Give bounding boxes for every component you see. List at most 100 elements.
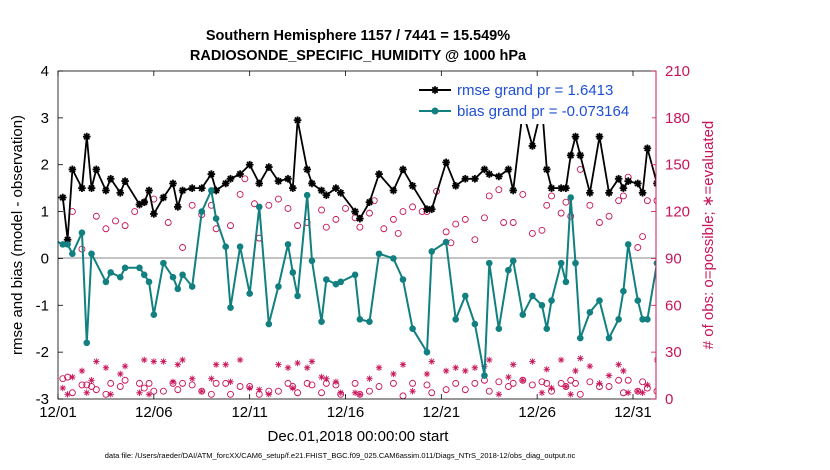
bias-point [572,259,579,267]
rmse-point [624,177,633,185]
bias-point [375,250,383,258]
obs-possible-point [442,386,450,394]
obs-evaluated-point [423,370,431,378]
obs-possible-point [548,192,555,200]
obs-possible-point [159,387,167,395]
bias-point [246,290,253,297]
obs-evaluated-point [586,363,594,370]
bias-point [509,257,517,265]
obs-possible-point [485,387,493,395]
obs-evaluated-point [543,366,550,373]
rmse-point [509,186,518,195]
obs-possible-point [236,383,244,390]
obs-evaluated-point [212,361,220,368]
rmse-point [284,174,292,183]
obs-evaluated-point [678,368,684,374]
rmse-point [288,184,297,192]
obs-possible-point [188,381,196,389]
rmse-point [586,189,594,197]
obs-possible-point [241,175,249,183]
obs-possible-point [174,386,182,394]
obs-evaluated-point [208,375,215,382]
rmse-point [236,170,244,178]
obs-possible-point [294,222,302,230]
obs-possible-point [615,197,623,205]
obs-evaluated-point [102,364,110,371]
bias-point [174,285,182,293]
bias-point [236,243,244,251]
rmse-point [336,189,345,197]
obs-possible-point [366,209,373,217]
bias-point [318,318,325,325]
rmse-point [245,160,254,169]
obs-evaluated-point [222,361,229,368]
bias-point [452,316,460,323]
bias-point [294,292,301,300]
obs-evaluated-point [294,359,301,367]
obs-possible-point [136,379,143,387]
bias-point [481,372,488,379]
rmse-point [82,132,91,141]
rmse-point [375,170,383,178]
obs-possible-point [605,212,613,220]
obs-possible-point [586,378,594,386]
rmse-point [614,174,623,183]
rmse-point [427,205,436,214]
bias-point [562,278,570,286]
rmse-point [547,184,556,192]
y-tick-label: 3 [41,110,49,127]
rmse-point [633,179,642,188]
obs-evaluated-point [117,370,124,378]
rmse-point [451,182,460,190]
obs-evaluated-point [289,384,296,392]
y-axis-right: 0 30 60 90 120 150 180 210 [651,63,690,408]
obs-evaluated-point [236,356,244,364]
rmse-point [308,179,316,188]
obs-evaluated-point [519,377,526,384]
legend-rmse-label: rmse grand pr = 1.6413 [457,82,613,99]
obs-evaluated-point [141,356,148,364]
rmse-point [188,184,196,192]
rmse-point [78,184,86,192]
rmse-point [399,165,407,174]
obs-possible-point [673,377,679,383]
obs-possible-point [227,222,234,230]
rmse-point [169,179,177,188]
obs-possible-point [452,379,460,387]
obs-evaluated-point [188,375,196,382]
obs-evaluated-point [663,363,669,369]
obs-possible-point [485,192,493,200]
obs-possible-point [634,244,642,251]
x-tick-label: 12/06 [135,404,173,421]
rmse-point [485,170,494,178]
obs-evaluated-point [577,355,584,362]
obs-possible-point [265,201,273,209]
obs-evaluated-point [505,373,512,381]
obs-evaluated-point [567,391,574,398]
obs-possible-point [639,233,647,241]
y-tick-label: -3 [36,391,49,408]
bias-point [461,292,469,300]
obs-possible-point [528,381,536,389]
y-right-tick-label: 180 [665,110,690,127]
obs-possible-point [624,376,632,384]
rmse-point [408,182,417,190]
rmse-point [140,198,149,206]
obs-possible-point [461,386,469,394]
rmse-point [442,158,450,167]
obs-possible-point [543,379,551,387]
obs-evaluated-point [428,358,435,365]
obs-evaluated-point [486,356,493,364]
bias-point [485,259,493,267]
y-tick-label: 0 [41,250,49,267]
rmse-point [595,132,604,141]
plot-area [58,71,656,399]
obs-possible-point [509,219,517,226]
obs-evaluated-point [390,370,397,378]
y-right-tick-label: 120 [665,204,690,221]
obs-evaluated-point [529,358,536,365]
y-axis-label-right: # of obs: o=possible; ∗=evaluated [700,121,717,350]
rmse-point [102,186,110,195]
chart-title-line2: RADIOSONDE_SPECIFIC_HUMIDITY @ 1000 hPa [190,48,527,64]
